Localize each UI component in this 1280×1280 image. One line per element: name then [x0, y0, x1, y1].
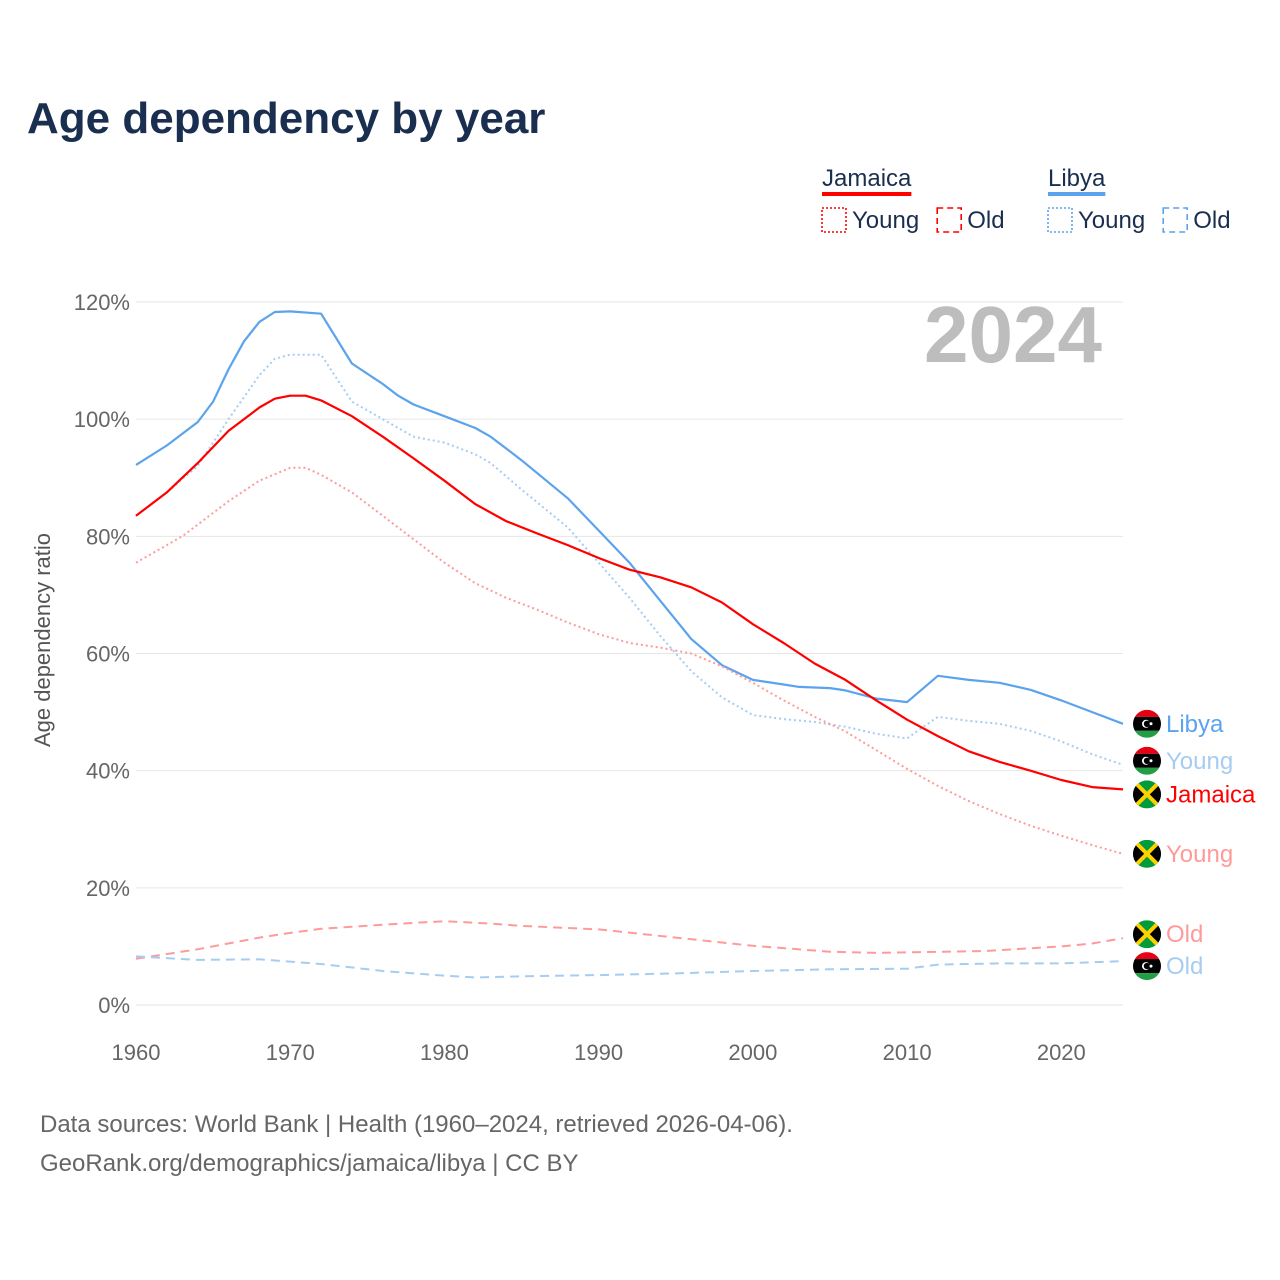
- flag-body: [1133, 920, 1161, 949]
- star: [1149, 722, 1153, 726]
- x-tick-label: 1970: [266, 1040, 315, 1065]
- flag-stripe-green: [1133, 767, 1161, 775]
- x-tick-label: 2020: [1037, 1040, 1086, 1065]
- crescent-cut: [1143, 720, 1151, 727]
- flag-black-left: [1133, 782, 1147, 807]
- legend-group-libya: Libya: [1048, 165, 1106, 192]
- x-tick-label: 1990: [574, 1040, 623, 1065]
- y-tick-label: 40%: [86, 759, 130, 784]
- series-line-libya: [135, 310, 1124, 725]
- libya-flag-icon: [1133, 952, 1161, 981]
- year-watermark: 2024: [924, 290, 1102, 379]
- flag-body: [1133, 780, 1161, 809]
- legend-item-young: Young: [852, 207, 919, 234]
- jamaica-flag-icon: [1133, 920, 1161, 949]
- flag-stripe-green: [1133, 973, 1161, 981]
- legend: Jamaica Young Old Libya Young Old: [821, 165, 1231, 234]
- x-tick-label: 2010: [883, 1040, 932, 1065]
- flag-saltire-2: [1133, 839, 1161, 868]
- source-line-1: Data sources: World Bank | Health (1960–…: [40, 1111, 793, 1138]
- end-label-jamaica-young: Young: [1166, 841, 1233, 868]
- legend-item-old: Old: [1193, 207, 1230, 234]
- end-label-libya-old: Old: [1166, 953, 1203, 980]
- flag-saltire-2: [1133, 780, 1161, 809]
- y-tick-label: 0%: [98, 993, 130, 1018]
- series-lines: [135, 310, 1124, 979]
- jamaica-flag-icon: [1133, 780, 1161, 809]
- flag-body: [1133, 839, 1161, 868]
- series-line-libya-old: [135, 955, 1124, 979]
- series-line-jamaica-young: [135, 466, 1124, 855]
- flag-saltire-2: [1133, 920, 1161, 949]
- flag-black-right: [1147, 841, 1161, 866]
- libya-flag-icon: [1133, 746, 1161, 775]
- legend-swatch-young: [821, 207, 847, 233]
- y-tick-label: 120%: [74, 290, 130, 315]
- y-tick-label: 20%: [86, 876, 130, 901]
- flag-stripe-green: [1133, 730, 1161, 738]
- end-labels: Libya Young Jamaica Young Old Old: [1133, 709, 1256, 981]
- legend-group-jamaica: Jamaica: [822, 165, 912, 192]
- libya-flag-icon: [1133, 709, 1161, 738]
- x-tick-label: 1960: [112, 1040, 161, 1065]
- flag-body: [1133, 709, 1161, 738]
- x-tick-label: 1980: [420, 1040, 469, 1065]
- star: [1149, 759, 1153, 763]
- legend-swatch-old: [1162, 207, 1189, 233]
- legend-swatch-old: [936, 207, 963, 233]
- y-tick-label: 100%: [74, 407, 130, 432]
- flag-stripe-red: [1133, 746, 1161, 754]
- y-tick-label: 60%: [86, 642, 130, 667]
- crescent-cut: [1143, 962, 1151, 970]
- legend-item-old: Old: [967, 207, 1004, 234]
- flag-black-left: [1133, 922, 1147, 947]
- y-axis-label: Age dependency ratio: [30, 533, 55, 747]
- flag-stripe-red: [1133, 952, 1161, 960]
- jamaica-flag-icon: [1133, 839, 1161, 868]
- x-tick-label: 2000: [728, 1040, 777, 1065]
- legend-item-young: Young: [1078, 207, 1145, 234]
- y-tick-label: 80%: [86, 524, 130, 549]
- series-line-jamaica-old: [135, 920, 1124, 960]
- legend-swatch-young: [1047, 207, 1073, 233]
- crescent-cut: [1143, 757, 1151, 765]
- flag-black-right: [1147, 782, 1161, 807]
- series-line-libya-young: [135, 353, 1124, 766]
- series-line-jamaica: [135, 394, 1124, 791]
- end-label-libya-young: Young: [1166, 748, 1233, 775]
- flag-body: [1133, 952, 1161, 981]
- flag-stripe-red: [1133, 709, 1161, 717]
- source-line-2: GeoRank.org/demographics/jamaica/libya |…: [40, 1150, 578, 1177]
- grid: 0% 20% 40% 60% 80% 100% 120% 1960 1970 1980 1990 20…: [74, 290, 1123, 1065]
- flag-black-left: [1133, 841, 1147, 866]
- end-label-jamaica-old: Old: [1166, 921, 1203, 948]
- flag-black-right: [1147, 922, 1161, 947]
- end-label-libya: Libya: [1166, 711, 1224, 738]
- end-label-jamaica: Jamaica: [1166, 781, 1256, 808]
- star: [1149, 964, 1153, 968]
- flag-body: [1133, 746, 1161, 775]
- chart-title: Age dependency by year: [27, 94, 545, 143]
